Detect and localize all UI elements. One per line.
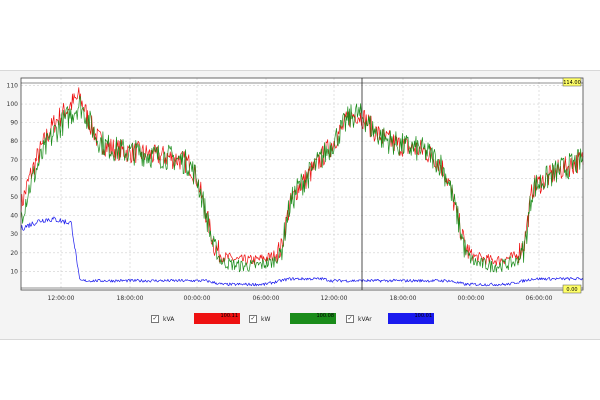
x-tick-label: 06:00:00 [253,295,280,302]
legend-label-kvar: kVAr [358,315,372,323]
y-tick-label: 110 [7,82,19,89]
y-tick-label: 100 [7,101,19,108]
y-tick-label: 30 [10,231,18,238]
checkbox-kw[interactable]: ✓ [249,315,257,323]
legend-label-kva: kVA [163,315,175,323]
y-tick-label: 70 [10,157,18,164]
x-tick-label: 12:00:00 [321,295,348,302]
x-tick-label: 18:00:00 [117,295,144,302]
series-line-kw [20,95,584,273]
y-tick-label: 50 [10,194,18,201]
y-tick-label: 20 [10,250,18,257]
x-tick-label: 00:00:00 [458,295,485,302]
x-tick-label: 00:00:00 [184,295,211,302]
y-tick-label: 10 [10,268,18,275]
series-line-kvar [20,216,584,287]
x-tick-label: 18:00:00 [390,295,417,302]
cursor-readout-top: 114.00 [563,80,581,86]
checkbox-kvar[interactable]: ✓ [346,315,354,323]
x-tick-label: 12:00:00 [48,295,75,302]
y-tick-label: 90 [10,120,18,127]
cursor-readout-bottom: 0.00 [566,287,577,293]
legend-swatch-kva: 100.11 [194,313,240,324]
cursor-readout-bottom-box [562,284,582,294]
y-tick-label: 80 [10,138,18,145]
x-tick-label: 06:00:00 [526,295,553,302]
legend-item-kw[interactable]: ✓ kW [249,314,270,324]
y-tick-label: 60 [10,175,18,182]
legend-item-kva[interactable]: ✓ kVA [151,314,174,324]
legend-label-kw: kW [261,315,271,323]
y-tick-label: 40 [10,213,18,220]
checkbox-kva[interactable]: ✓ [151,315,159,323]
legend-swatch-kvar: 100.01 [388,313,434,324]
plot-border [20,77,584,291]
cursor-readout-top-box [562,77,582,87]
legend-item-kvar[interactable]: ✓ kVAr [346,314,372,324]
legend-swatch-kw: 100.08 [290,313,336,324]
